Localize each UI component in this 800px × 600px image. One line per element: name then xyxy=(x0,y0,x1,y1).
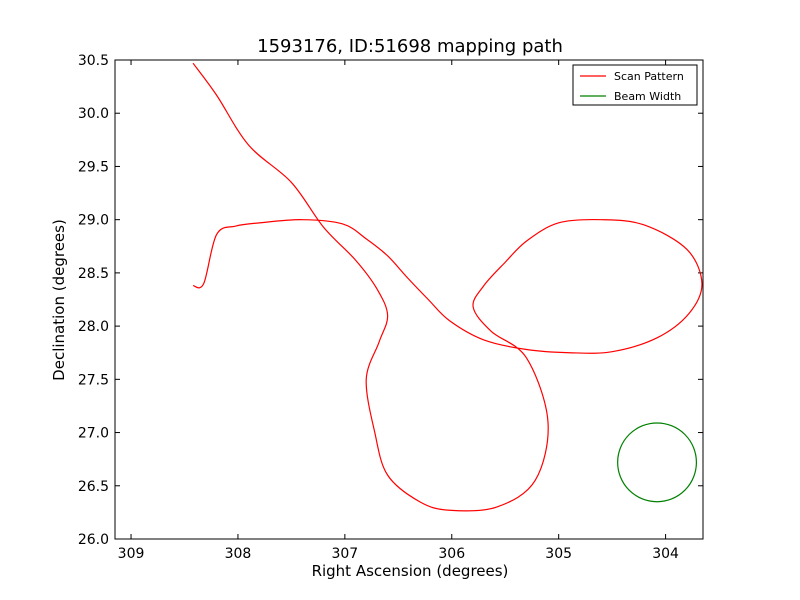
beam-width-circle xyxy=(617,422,698,503)
y-axis-label: Declination (degrees) xyxy=(50,219,68,381)
x-tick-label: 308 xyxy=(225,546,252,562)
plot-area xyxy=(114,59,704,540)
plot-series xyxy=(192,62,703,512)
x-tick-label: 306 xyxy=(438,546,465,562)
x-axis: 309 308 307 306 305 304 xyxy=(118,60,679,562)
y-tick-label: 27.5 xyxy=(78,372,109,388)
scan-pattern-line xyxy=(192,62,703,512)
y-tick-label: 28.5 xyxy=(78,266,109,282)
y-tick-label: 29.0 xyxy=(78,213,109,229)
legend-label-scan-pattern: Scan Pattern xyxy=(614,70,684,83)
y-tick-label: 29.5 xyxy=(78,159,109,175)
y-axis: 26.0 26.5 27.0 27.5 28.0 28.5 29.0 29.5 30.0 30.5 xyxy=(78,53,703,548)
y-tick-label: 26.0 xyxy=(78,532,109,548)
x-axis-label: Right Ascension (degrees) xyxy=(312,562,509,580)
y-tick-label: 27.0 xyxy=(78,426,109,442)
x-tick-label: 307 xyxy=(331,546,358,562)
y-tick-label: 30.5 xyxy=(78,53,109,69)
legend-box xyxy=(572,64,698,106)
x-tick-label: 309 xyxy=(118,546,145,562)
y-tick-label: 28.0 xyxy=(78,319,109,335)
chart-title: 1593176, ID:51698 mapping path xyxy=(257,36,563,57)
y-tick-label: 30.0 xyxy=(78,106,109,122)
x-tick-label: 304 xyxy=(652,546,679,562)
legend-label-beam-width: Beam Width xyxy=(614,90,681,103)
x-tick-label: 305 xyxy=(545,546,572,562)
legend: Scan Pattern Beam Width xyxy=(572,64,698,106)
y-tick-label: 26.5 xyxy=(78,479,109,495)
